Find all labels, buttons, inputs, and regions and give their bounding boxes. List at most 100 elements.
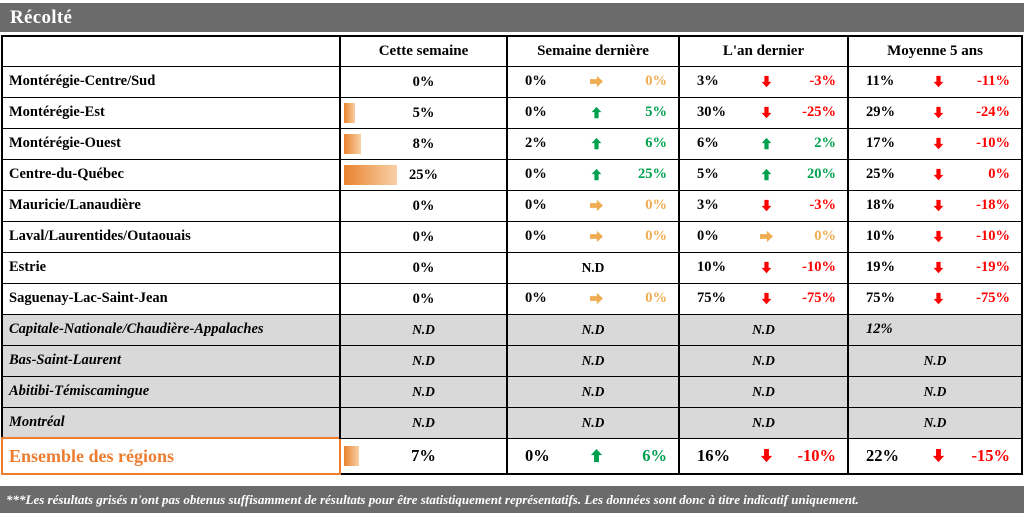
nd-value: N.D (412, 352, 435, 368)
last-year-cell: 16% -10% (678, 437, 849, 475)
nd-value: N.D (923, 414, 947, 430)
region-label: Laval/Laurentides/Outaouais (1, 220, 341, 253)
delta-value: 2% (814, 135, 836, 151)
table-row: Laval/Laurentides/Outaouais 0% 0% 0% 0% 0% 10%… (1, 220, 1023, 253)
delta-value: 6% (642, 445, 667, 465)
up-arrow-icon (756, 137, 778, 150)
footnote-bar: ***Les résultats grisés n'ont pas obtenu… (0, 486, 1024, 513)
value: 0% (525, 228, 547, 244)
this-week-cell: 0% (339, 189, 508, 222)
harvest-table: Cette semaine Semaine dernière L'an dern… (1, 35, 1023, 475)
down-arrow-icon (927, 75, 949, 88)
value: 12% (866, 321, 893, 337)
up-arrow-icon (585, 106, 607, 119)
last-week-cell: N.D (506, 406, 680, 439)
delta-value: -75% (976, 290, 1010, 306)
delta-value: -15% (971, 445, 1011, 465)
down-arrow-icon (756, 448, 778, 463)
avg-5yr-cell: 22% -15% (847, 437, 1023, 475)
table-row: Montérégie-Ouest 8% 2% 6% 6% 2% 17% -10% (1, 127, 1023, 160)
delta-value: 5% (645, 104, 667, 120)
value: 0% (412, 290, 435, 307)
avg-5yr-cell: 11% -11% (847, 65, 1023, 98)
harvest-progress-bar (344, 164, 397, 185)
down-arrow-icon (927, 168, 949, 181)
down-arrow-icon (927, 137, 949, 150)
last-year-cell: 0% 0% (678, 220, 849, 253)
value: 0% (525, 445, 550, 465)
avg-5yr-cell: 12% (847, 313, 1023, 346)
last-week-cell: N.D (506, 375, 680, 408)
delta-value: -24% (976, 104, 1010, 120)
table-row: Bas-Saint-Laurent N.D N.D N.D N.D (1, 344, 1023, 377)
nd-value: N.D (581, 414, 605, 430)
delta-value: 0% (645, 228, 667, 244)
up-arrow-icon (585, 448, 607, 463)
value: 6% (697, 135, 719, 151)
nd-value: N.D (581, 259, 605, 275)
footnote: ***Les résultats grisés n'ont pas obtenu… (6, 491, 859, 507)
delta-value: -10% (802, 259, 836, 275)
harvest-progress-bar (344, 133, 361, 154)
value: 16% (697, 445, 730, 465)
avg-5yr-cell: 75% -75% (847, 282, 1023, 315)
this-week-cell: N.D (339, 313, 508, 346)
value: 0% (412, 197, 435, 214)
ensemble-row: Ensemble des régions 7% 0% 6% 16% -10% 22% -15% (1, 437, 1023, 475)
table-row: Centre-du-Québec 25% 0% 25% 5% 20% 25% 0% (1, 158, 1023, 191)
last-year-cell: 6% 2% (678, 127, 849, 160)
last-week-cell: 0% 6% (506, 437, 680, 475)
delta-value: 0% (814, 228, 836, 244)
down-arrow-icon (927, 106, 949, 119)
right-arrow-icon (585, 199, 607, 212)
right-arrow-icon (756, 230, 778, 243)
delta-value: 25% (638, 166, 667, 182)
down-arrow-icon (927, 230, 949, 243)
last-week-cell: 0% 0% (506, 65, 680, 98)
avg-5yr-cell: 25% 0% (847, 158, 1023, 191)
down-arrow-icon (927, 199, 949, 212)
right-arrow-icon (585, 230, 607, 243)
this-week-cell: N.D (339, 406, 508, 439)
value: 0% (525, 197, 547, 213)
down-arrow-icon (927, 292, 949, 305)
value: 0% (412, 73, 435, 90)
value: 11% (866, 73, 895, 89)
last-year-cell: 3% -3% (678, 65, 849, 98)
this-week-cell: 0% (339, 220, 508, 253)
nd-value: N.D (752, 383, 775, 399)
this-week-cell: N.D (339, 344, 508, 377)
last-year-cell: 3% -3% (678, 189, 849, 222)
value: 10% (697, 259, 726, 275)
harvest-progress-bar (344, 445, 359, 466)
last-week-cell: 0% 5% (506, 96, 680, 129)
avg-5yr-cell: N.D (847, 375, 1023, 408)
avg-5yr-cell: 19% -19% (847, 251, 1023, 284)
table-row: Saguenay-Lac-Saint-Jean 0% 0% 0% 75% -75% 75% -… (1, 282, 1023, 315)
nd-value: N.D (923, 383, 947, 399)
value: 75% (697, 290, 726, 306)
this-week-column-header: Cette semaine (339, 35, 508, 67)
value: 7% (411, 445, 436, 465)
this-week-cell: 0% (339, 282, 508, 315)
value: 5% (697, 166, 719, 182)
table-row: Abitibi-Témiscamingue N.D N.D N.D N.D (1, 375, 1023, 408)
last-week-cell: 0% 0% (506, 220, 680, 253)
nd-value: N.D (752, 321, 775, 337)
nd-value: N.D (412, 321, 435, 337)
value: 0% (525, 104, 547, 120)
page-title: Récolté (10, 6, 73, 28)
up-arrow-icon (585, 168, 607, 181)
value: 3% (697, 197, 719, 213)
value: 19% (866, 259, 895, 275)
last-year-cell: 30% -25% (678, 96, 849, 129)
region-label: Ensemble des régions (1, 437, 341, 475)
value: 5% (412, 104, 435, 121)
avg-5yr-cell: N.D (847, 406, 1023, 439)
this-week-cell: 0% (339, 65, 508, 98)
region-label: Montérégie-Centre/Sud (1, 65, 341, 98)
avg-5yr-cell: 18% -18% (847, 189, 1023, 222)
value: 0% (525, 290, 547, 306)
region-label: Mauricie/Lanaudière (1, 189, 341, 222)
last-year-cell: 75% -75% (678, 282, 849, 315)
